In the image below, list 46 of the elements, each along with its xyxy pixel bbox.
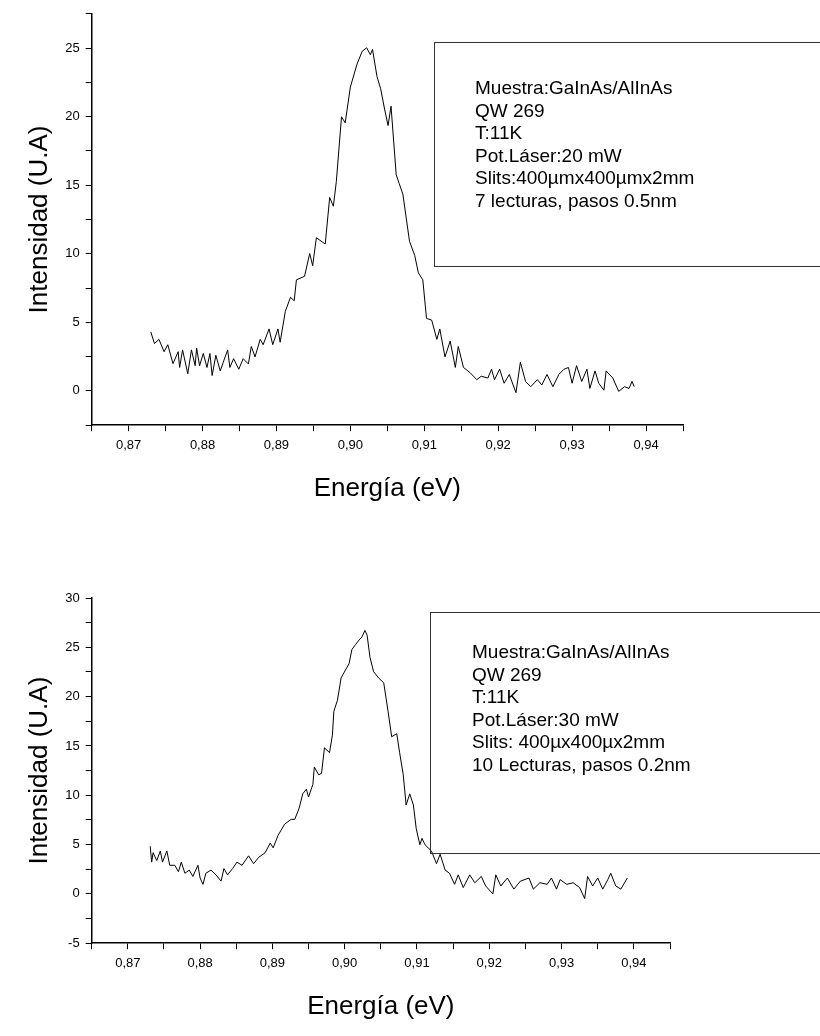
- annotation: Muestra:GaInAs/AlInAs: [472, 641, 671, 664]
- annotation: QW 269: [475, 99, 546, 122]
- annotation: Slits:400µmx400µmx2mm: [475, 167, 696, 190]
- y-axis-title: Intensidad (U.A): [22, 125, 53, 314]
- annotation: QW 269: [472, 663, 543, 686]
- y-tick-label: 5: [72, 836, 80, 852]
- x-tick-label: 0,90: [332, 954, 358, 970]
- annotation: T:11K: [472, 686, 521, 709]
- y-tick-label: 25: [65, 39, 80, 55]
- y-tick-label: 5: [72, 313, 80, 329]
- annotation: T:11K: [475, 122, 524, 145]
- x-tick-label: 0,87: [115, 436, 142, 452]
- annotation: Pot.Láser:20 mW: [475, 144, 623, 167]
- y-tick-label: 10: [65, 786, 80, 802]
- y-tick-label: -5: [68, 934, 80, 950]
- y-tick-label: 15: [65, 176, 80, 192]
- y-tick-label: 20: [65, 108, 80, 124]
- x-tick-label: 0,88: [187, 954, 213, 970]
- x-tick-label: 0,94: [633, 436, 659, 452]
- annotation: Pot.Láser:30 mW: [472, 708, 620, 731]
- y-tick-label: 30: [65, 589, 80, 605]
- x-tick-label: 0,94: [621, 954, 647, 970]
- annotation: Slits: 400µx400µx2mm: [472, 731, 666, 754]
- y-axis-title: Intensidad (U.A): [22, 676, 53, 865]
- x-tick-label: 0,91: [411, 436, 437, 452]
- x-tick-label: 0,93: [559, 436, 585, 452]
- x-tick-label: 0,90: [337, 436, 364, 452]
- x-tick-label: 0,87: [115, 954, 141, 970]
- x-tick-label: 0,89: [263, 436, 290, 452]
- x-axis-title: Energía (eV): [307, 989, 455, 1020]
- x-tick-label: 0,92: [476, 954, 502, 970]
- x-axis-title: Energía (eV): [313, 471, 462, 502]
- y-tick-label: 20: [65, 688, 80, 704]
- y-tick-label: 15: [65, 737, 80, 753]
- x-tick-label: 0,92: [485, 436, 511, 452]
- x-tick-label: 0,89: [259, 954, 286, 970]
- y-tick-label: 25: [65, 638, 80, 654]
- x-tick-label: 0,91: [404, 954, 430, 970]
- y-tick-label: 0: [72, 382, 80, 398]
- annotation: Muestra:GaInAs/AlInAs: [475, 77, 674, 100]
- x-tick-label: 0,93: [548, 954, 575, 970]
- annotation: 10 Lecturas, pasos 0.2nm: [472, 753, 692, 776]
- x-tick-label: 0,88: [189, 436, 216, 452]
- y-tick-label: 0: [72, 885, 80, 901]
- y-tick-label: 10: [65, 245, 80, 261]
- annotation: 7 lecturas, pasos 0.5nm: [475, 189, 678, 212]
